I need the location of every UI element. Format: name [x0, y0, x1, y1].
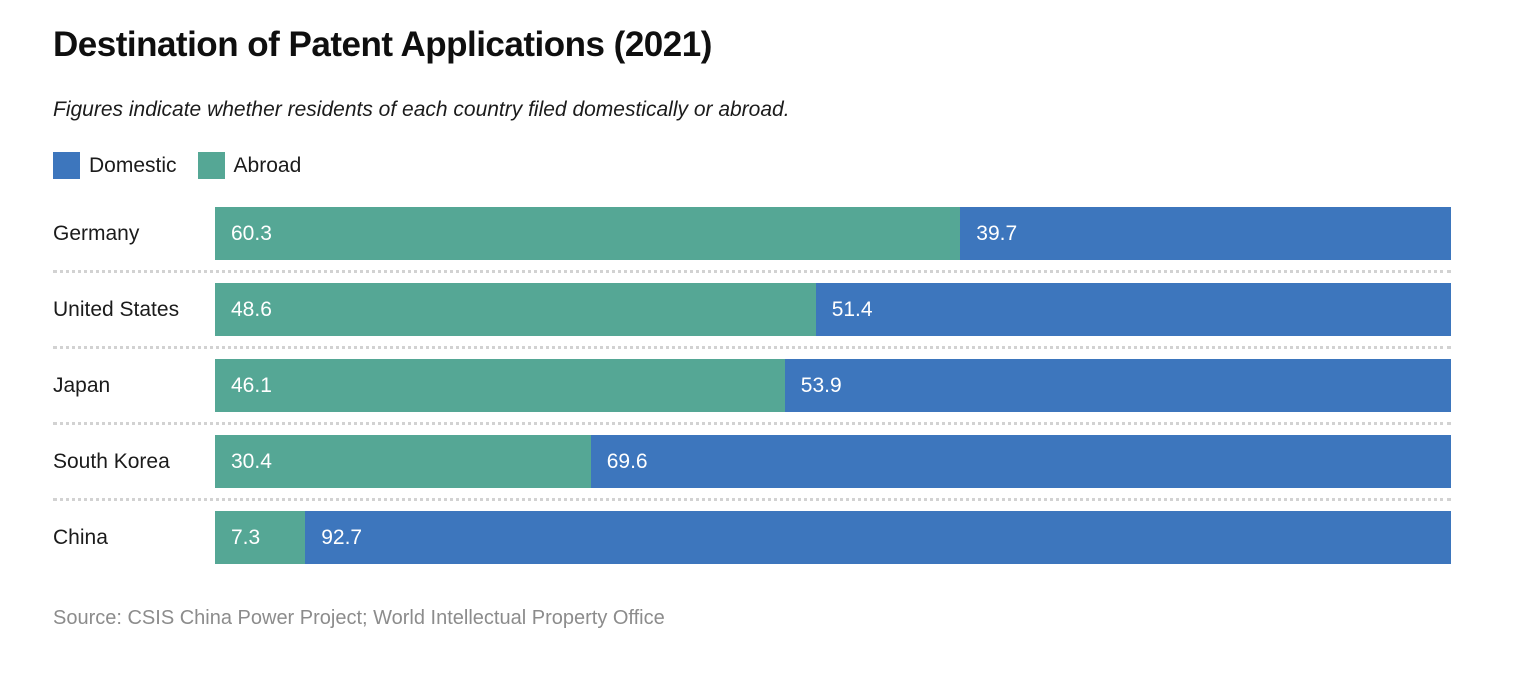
- country-label: China: [53, 525, 108, 549]
- domestic-segment: 51.4: [815, 283, 1451, 337]
- domestic-segment: 69.6: [590, 435, 1451, 489]
- domestic-value-label: 51.4: [831, 297, 873, 321]
- domestic-segment: 92.7: [305, 511, 1451, 565]
- domestic-value-label: 39.7: [976, 221, 1018, 245]
- abroad-value-label: 30.4: [231, 449, 272, 473]
- abroad-segment: 48.6: [215, 283, 816, 337]
- chart-subtitle: Figures indicate whether residents of ea…: [53, 98, 790, 122]
- abroad-swatch-icon: [197, 152, 225, 180]
- domestic-value-label: 69.6: [606, 449, 648, 473]
- country-label: United States: [53, 297, 180, 321]
- abroad-value-label: 46.1: [231, 373, 272, 397]
- row-separator: [53, 488, 1451, 511]
- chart-legend: Domestic Abroad: [53, 152, 1451, 180]
- legend-label-abroad: Abroad: [233, 153, 302, 177]
- legend-label-domestic: Domestic: [89, 153, 177, 177]
- domestic-segment: 39.7: [960, 207, 1451, 261]
- abroad-segment: 46.1: [215, 359, 785, 413]
- stacked-bar: 30.4 69.6: [215, 435, 1451, 489]
- stacked-bar: 60.3 39.7: [215, 207, 1451, 261]
- abroad-segment: 7.3: [215, 511, 306, 565]
- chart-row-japan: Japan 46.1 53.9: [53, 359, 1451, 413]
- stacked-bar-chart: Germany 60.3 39.7 United States 48.6 51.…: [53, 207, 1451, 565]
- domestic-value-label: 53.9: [800, 373, 842, 397]
- country-label: Germany: [53, 221, 140, 245]
- country-label: South Korea: [53, 449, 170, 473]
- row-separator: [53, 412, 1451, 435]
- country-label: Japan: [53, 373, 111, 397]
- chart-row-south-korea: South Korea 30.4 69.6: [53, 435, 1451, 489]
- row-separator: [53, 336, 1451, 359]
- abroad-value-label: 48.6: [231, 297, 272, 321]
- abroad-segment: 30.4: [215, 435, 591, 489]
- abroad-value-label: 60.3: [231, 221, 272, 245]
- legend-item-abroad: Abroad: [197, 152, 302, 180]
- chart-title: Destination of Patent Applications (2021…: [53, 25, 712, 64]
- abroad-segment: 60.3: [215, 207, 961, 261]
- domestic-value-label: 92.7: [321, 525, 363, 549]
- row-separator: [53, 260, 1451, 283]
- domestic-swatch-icon: [53, 152, 80, 180]
- legend-item-domestic: Domestic: [53, 152, 177, 180]
- stacked-bar: 7.3 92.7: [215, 511, 1451, 565]
- stacked-bar: 46.1 53.9: [215, 359, 1451, 413]
- chart-row-united-states: United States 48.6 51.4: [53, 283, 1451, 337]
- source-note: Source: CSIS China Power Project; World …: [53, 607, 665, 630]
- domestic-segment: 53.9: [784, 359, 1451, 413]
- abroad-value-label: 7.3: [231, 525, 261, 549]
- chart-row-china: China 7.3 92.7: [53, 511, 1451, 565]
- stacked-bar: 48.6 51.4: [215, 283, 1451, 337]
- chart-row-germany: Germany 60.3 39.7: [53, 207, 1451, 261]
